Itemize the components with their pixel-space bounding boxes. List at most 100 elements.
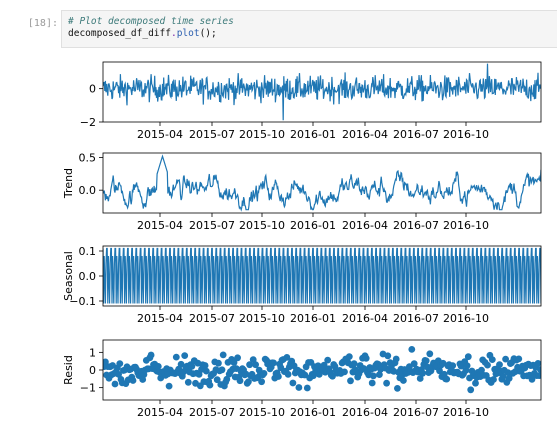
code-dot: . — [170, 28, 177, 39]
x-tick-label: 2016-01 — [290, 219, 336, 232]
x-tick-label: 2015-07 — [189, 219, 235, 232]
resid-point — [370, 372, 377, 380]
resid-point — [295, 384, 303, 391]
resid-point — [416, 375, 424, 382]
resid-point — [147, 351, 155, 359]
resid-point — [535, 372, 541, 379]
resid-point — [383, 379, 390, 387]
resid-point — [129, 377, 137, 384]
resid-point — [275, 373, 282, 380]
x-tick-label: 2015-07 — [189, 128, 235, 141]
resid-point — [223, 375, 231, 383]
resid-point — [368, 379, 376, 387]
y-tick-label: −0.1 — [69, 295, 96, 308]
resid-point — [172, 353, 180, 361]
resid-point — [184, 378, 192, 386]
x-tick-label: 2016-01 — [290, 406, 336, 419]
cell-prompt: [18]: — [27, 18, 58, 29]
x-tick-label: 2016-10 — [443, 128, 489, 141]
resid-point — [496, 361, 503, 369]
panel-3: 0.1 0.0 −0.1 2015-04 2015-07 2015-10 2016-01 20… — [62, 245, 542, 325]
resid-point — [260, 370, 268, 377]
x-tick-label: 2015-07 — [189, 406, 235, 419]
resid-point — [236, 377, 244, 385]
y-axis-label: Seasonal — [62, 251, 75, 301]
x-tick-label: 2016-04 — [342, 312, 388, 325]
x-tick-label: 2016-01 — [290, 312, 336, 325]
resid-point — [233, 365, 240, 372]
resid-point — [422, 357, 430, 365]
resid-point — [400, 377, 407, 384]
resid-point — [534, 360, 541, 367]
series-line-1 — [103, 63, 541, 121]
y-axis-label: Resid — [62, 355, 75, 385]
resid-point — [472, 379, 479, 387]
resid-point — [320, 361, 328, 369]
resid-point — [249, 356, 257, 363]
resid-point — [258, 378, 265, 386]
resid-point — [478, 366, 485, 374]
resid-point — [449, 362, 457, 369]
y-tick-label: 0 — [89, 364, 96, 377]
panel-2: 0.5 0.0 2015-04 2015-07 2015-10 2016-01 2016-0… — [62, 152, 542, 232]
x-tick-label: 2015-10 — [239, 406, 285, 419]
resid-point — [230, 359, 238, 366]
resid-point — [426, 350, 434, 358]
y-tick-label: −2 — [80, 116, 96, 129]
panel-4: 1 0 −1 2015-04 2015-07 2015-10 2016-01 2016-04 2… — [62, 339, 542, 419]
resid-point — [362, 354, 370, 362]
resid-point — [215, 359, 222, 367]
code-comment: # Plot decomposed time series — [68, 16, 234, 27]
code-line: decomposed_df_diff.plot(); — [68, 28, 557, 40]
y-tick-label: 1 — [89, 346, 96, 359]
x-tick-label: 2015-04 — [137, 128, 183, 141]
x-tick-label: 2016-04 — [342, 406, 388, 419]
resid-point — [206, 381, 214, 389]
resid-point — [392, 355, 400, 363]
resid-point — [347, 377, 354, 385]
x-tick-label: 2016-01 — [290, 128, 336, 141]
y-tick-label: 0.5 — [79, 152, 97, 165]
resid-point — [408, 346, 416, 353]
resid-point — [181, 352, 189, 359]
x-tick-label: 2015-04 — [137, 312, 183, 325]
resid-point — [154, 363, 162, 370]
x-tick-label: 2015-04 — [137, 406, 183, 419]
resid-point — [213, 376, 221, 384]
resid-point — [394, 385, 401, 392]
resid-point — [505, 375, 513, 382]
axes-frame — [102, 61, 542, 123]
resid-point — [201, 362, 209, 369]
resid-point — [116, 360, 124, 367]
x-tick-label: 2015-10 — [239, 312, 285, 325]
resid-point — [537, 366, 541, 373]
resid-point — [515, 355, 523, 363]
x-tick-label: 2016-07 — [393, 128, 439, 141]
resid-point — [488, 356, 496, 363]
resid-point — [350, 360, 358, 367]
series-line-2 — [103, 154, 541, 212]
resid-point — [177, 360, 185, 368]
resid-point — [484, 361, 491, 369]
resid-point — [219, 351, 227, 359]
x-tick-label: 2016-10 — [443, 219, 489, 232]
resid-point — [490, 376, 497, 383]
resid-point — [202, 367, 210, 375]
resid-point — [111, 380, 119, 388]
resid-points — [103, 346, 541, 394]
y-tick-label: 0.0 — [79, 270, 97, 283]
resid-point — [218, 366, 226, 374]
y-tick-label: 0 — [89, 83, 96, 96]
resid-point — [303, 384, 311, 392]
resid-point — [341, 368, 348, 376]
code-cell[interactable]: # Plot decomposed time series decomposed… — [61, 10, 557, 48]
resid-point — [270, 359, 277, 367]
x-tick-label: 2016-04 — [342, 128, 388, 141]
resid-point — [165, 382, 173, 390]
resid-point — [467, 386, 475, 394]
resid-point — [528, 375, 536, 383]
resid-point — [283, 354, 291, 361]
resid-point — [289, 379, 297, 387]
x-tick-label: 2015-07 — [189, 312, 235, 325]
resid-point — [410, 360, 418, 368]
